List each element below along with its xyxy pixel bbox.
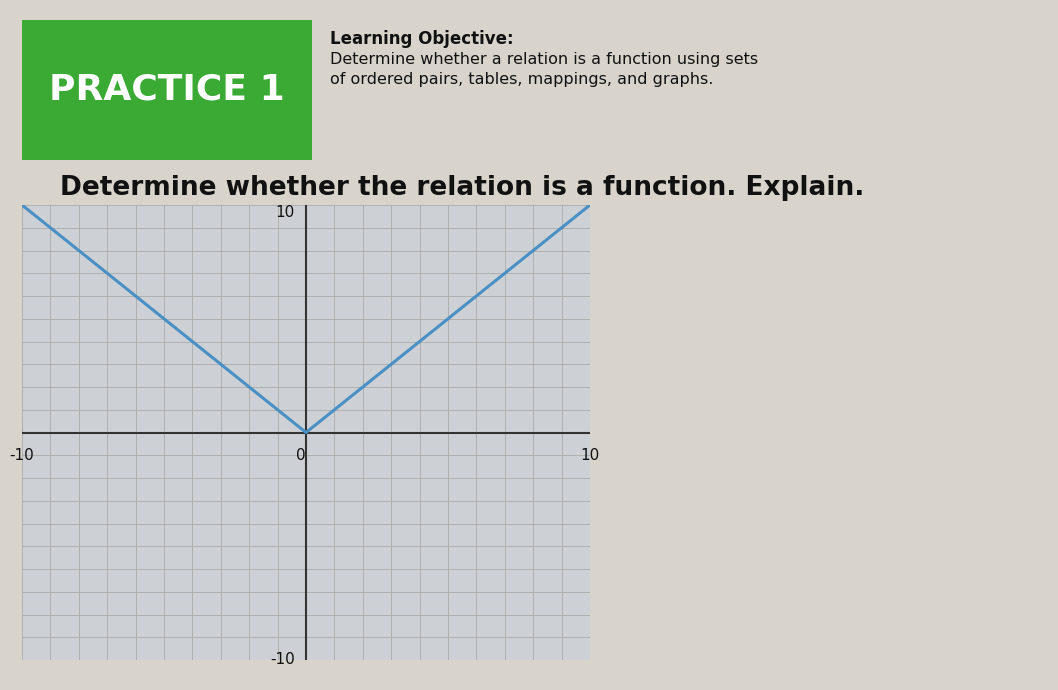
Text: Determine whether the relation is a function. Explain.: Determine whether the relation is a func…: [60, 175, 864, 201]
Text: Learning Objective:: Learning Objective:: [330, 30, 513, 48]
Bar: [22, 20, 312, 160]
Text: 0: 0: [296, 448, 306, 464]
Text: -10: -10: [270, 653, 294, 667]
Text: -10: -10: [10, 448, 34, 464]
Text: 10: 10: [581, 448, 600, 464]
Text: Determine whether a relation is a function using sets
of ordered pairs, tables, : Determine whether a relation is a functi…: [330, 52, 759, 87]
Text: 10: 10: [275, 205, 294, 220]
Text: PRACTICE 1: PRACTICE 1: [49, 73, 285, 107]
